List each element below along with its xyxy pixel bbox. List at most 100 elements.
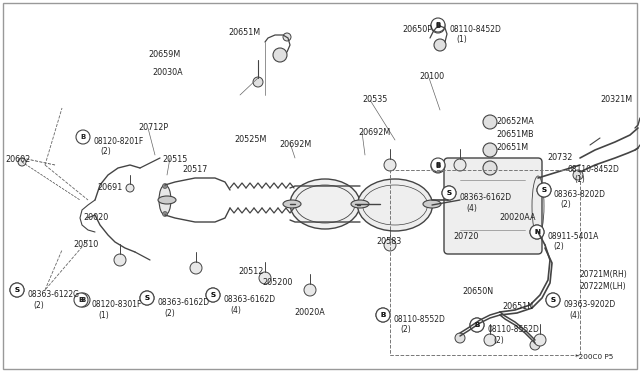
Text: 20512: 20512 xyxy=(238,267,264,276)
Text: S: S xyxy=(550,297,556,303)
Circle shape xyxy=(76,130,90,144)
Text: 08363-6162D: 08363-6162D xyxy=(157,298,209,307)
Circle shape xyxy=(483,115,497,129)
Text: 20517: 20517 xyxy=(182,165,207,174)
Text: S: S xyxy=(447,190,451,196)
Text: (2): (2) xyxy=(33,301,44,310)
Text: 20721M(RH): 20721M(RH) xyxy=(579,270,627,279)
Circle shape xyxy=(537,183,551,197)
Circle shape xyxy=(384,159,396,171)
Text: 20020A: 20020A xyxy=(294,308,324,317)
Text: B: B xyxy=(435,22,440,28)
Text: 20692M: 20692M xyxy=(358,128,390,137)
Text: 20020: 20020 xyxy=(83,213,108,222)
Text: 20321M: 20321M xyxy=(600,95,632,104)
Text: 20525M: 20525M xyxy=(234,135,266,144)
Text: *200C0 P5: *200C0 P5 xyxy=(575,354,613,360)
Circle shape xyxy=(537,183,551,197)
Text: B: B xyxy=(435,162,440,168)
Text: (2): (2) xyxy=(560,200,571,209)
Circle shape xyxy=(74,293,88,307)
Circle shape xyxy=(283,33,291,41)
Text: B: B xyxy=(380,312,386,318)
Text: 20652MA: 20652MA xyxy=(496,117,534,126)
Text: 20732: 20732 xyxy=(547,153,572,162)
Text: 08120-8201F: 08120-8201F xyxy=(93,137,143,146)
Circle shape xyxy=(76,293,90,307)
Circle shape xyxy=(546,293,560,307)
Text: 20651M: 20651M xyxy=(228,28,260,37)
Text: 20659M: 20659M xyxy=(148,50,180,59)
Text: S: S xyxy=(541,187,547,193)
Text: 08110-8552D: 08110-8552D xyxy=(393,315,445,324)
Circle shape xyxy=(454,159,466,171)
Circle shape xyxy=(259,272,271,284)
Circle shape xyxy=(483,161,497,175)
Circle shape xyxy=(126,184,134,192)
Text: 20691: 20691 xyxy=(97,183,122,192)
Circle shape xyxy=(431,159,445,173)
Ellipse shape xyxy=(158,196,176,204)
Text: 20651MB: 20651MB xyxy=(496,130,534,139)
Text: 08363-8202D: 08363-8202D xyxy=(554,190,606,199)
Text: 08911-5401A: 08911-5401A xyxy=(547,232,598,241)
Circle shape xyxy=(442,186,456,200)
Text: N: N xyxy=(534,229,540,235)
Text: B: B xyxy=(380,312,386,318)
Text: 20651N: 20651N xyxy=(502,302,533,311)
Text: (4): (4) xyxy=(230,306,241,315)
Circle shape xyxy=(253,77,263,87)
Text: S: S xyxy=(541,187,547,193)
Circle shape xyxy=(140,291,154,305)
Text: 20535: 20535 xyxy=(362,95,387,104)
Text: (2): (2) xyxy=(553,242,564,251)
Circle shape xyxy=(546,293,560,307)
Ellipse shape xyxy=(358,179,433,231)
Circle shape xyxy=(534,334,546,346)
Circle shape xyxy=(18,158,26,166)
Ellipse shape xyxy=(283,200,301,208)
Circle shape xyxy=(206,288,220,302)
Circle shape xyxy=(442,186,456,200)
Text: S: S xyxy=(550,297,556,303)
Text: S: S xyxy=(145,295,150,301)
Text: (2): (2) xyxy=(100,147,111,156)
Circle shape xyxy=(483,143,497,157)
Text: 20602: 20602 xyxy=(5,155,30,164)
FancyBboxPatch shape xyxy=(444,158,542,254)
Text: 08110-8552D: 08110-8552D xyxy=(487,325,539,334)
Text: B: B xyxy=(474,322,479,328)
Text: (1): (1) xyxy=(98,311,109,320)
Text: 20515: 20515 xyxy=(162,155,188,164)
Circle shape xyxy=(206,288,220,302)
Text: (4): (4) xyxy=(569,311,580,320)
Text: 08363-6122G: 08363-6122G xyxy=(27,290,79,299)
Text: B: B xyxy=(474,322,479,328)
Text: 20650P: 20650P xyxy=(402,25,432,34)
Text: 20020AA: 20020AA xyxy=(499,213,536,222)
Circle shape xyxy=(470,318,484,332)
Text: (2): (2) xyxy=(493,336,504,345)
Text: 09363-9202D: 09363-9202D xyxy=(563,300,615,309)
Text: 20030A: 20030A xyxy=(152,68,182,77)
Text: 20650N: 20650N xyxy=(462,287,493,296)
Circle shape xyxy=(376,308,390,322)
Text: 20722M(LH): 20722M(LH) xyxy=(579,282,626,291)
Circle shape xyxy=(455,333,465,343)
Text: (4): (4) xyxy=(466,204,477,213)
Circle shape xyxy=(431,19,445,33)
Circle shape xyxy=(484,334,496,346)
Circle shape xyxy=(273,48,287,62)
Text: 08363-6162D: 08363-6162D xyxy=(460,193,512,202)
Ellipse shape xyxy=(290,179,360,229)
Text: 20510: 20510 xyxy=(73,240,99,249)
Circle shape xyxy=(431,18,445,32)
Text: 08120-8301F: 08120-8301F xyxy=(91,300,141,309)
Circle shape xyxy=(376,308,390,322)
Circle shape xyxy=(530,225,544,239)
Circle shape xyxy=(530,225,544,239)
Ellipse shape xyxy=(159,185,171,215)
Text: S: S xyxy=(211,292,216,298)
Text: 20692M: 20692M xyxy=(279,140,311,149)
Circle shape xyxy=(10,283,24,297)
